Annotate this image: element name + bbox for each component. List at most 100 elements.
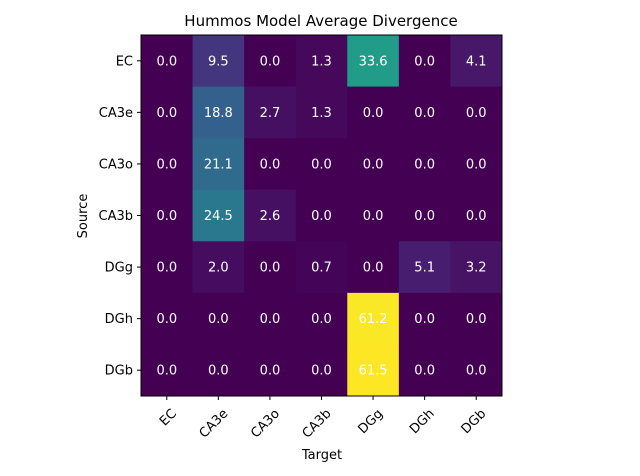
cell-value-label: 0.0 [414, 209, 435, 224]
heatmap-cells: 0.0 9.5 0.0 1.3 33.6 0.0 4.1 0.0 18.8 2.7 1.3 0.0 0.… [141, 35, 503, 397]
heatmap-cell [347, 292, 400, 345]
cell-value-label: 1.3 [311, 106, 332, 121]
cell-value-label: 0.7 [311, 261, 332, 276]
heatmap-cell [244, 35, 297, 88]
heatmap-cell [450, 35, 503, 88]
heatmap-cell [295, 86, 348, 139]
y-tick-label: DGb [105, 364, 133, 379]
cell-value-label: 0.0 [208, 312, 229, 327]
heatmap-cell [450, 86, 503, 139]
cell-value-label: 2.0 [208, 261, 229, 276]
heatmap-cell [347, 189, 400, 242]
heatmap-cell [398, 241, 451, 294]
heatmap-cell [398, 35, 451, 88]
y-tick-label: EC [116, 54, 133, 69]
cell-value-label: 0.0 [363, 106, 384, 121]
cell-value-label: 61.2 [359, 312, 388, 327]
y-tick-label: CA3o [99, 157, 133, 172]
heatmap-cell [398, 189, 451, 242]
heatmap-cell [450, 138, 503, 191]
heatmap-cell [347, 35, 400, 88]
cell-value-label: 0.0 [260, 364, 281, 379]
cell-value-label: 0.0 [414, 364, 435, 379]
heatmap-cell [347, 86, 400, 139]
cell-value-label: 21.1 [204, 157, 233, 172]
cell-value-label: 0.0 [311, 157, 332, 172]
cell-value-label: 0.0 [156, 312, 177, 327]
cell-value-label: 0.0 [466, 106, 487, 121]
cell-value-label: 0.0 [466, 209, 487, 224]
cell-value-label: 3.2 [466, 261, 487, 276]
cell-value-label: 0.0 [311, 364, 332, 379]
heatmap-cell [192, 189, 245, 242]
heatmap-cell [192, 138, 245, 191]
heatmap-cell [295, 344, 348, 397]
heatmap-cell [347, 241, 400, 294]
cell-value-label: 5.1 [414, 261, 435, 276]
heatmap-cell [295, 138, 348, 191]
heatmap-cell [141, 189, 194, 242]
x-tick-label: DGh [407, 406, 438, 437]
heatmap-cell [141, 344, 194, 397]
heatmap-cell [192, 344, 245, 397]
cell-value-label: 24.5 [204, 209, 233, 224]
heatmap-cell [244, 241, 297, 294]
x-tick-label: CA3o [248, 406, 283, 441]
cell-value-label: 0.0 [363, 209, 384, 224]
y-tick-label: CA3e [99, 106, 133, 121]
cell-value-label: 9.5 [208, 54, 229, 69]
cell-value-label: 0.0 [260, 157, 281, 172]
heatmap-cell [398, 344, 451, 397]
x-tick-label: CA3e [197, 406, 232, 441]
cell-value-label: 0.0 [311, 312, 332, 327]
cell-value-label: 0.0 [260, 54, 281, 69]
cell-value-label: 0.0 [156, 157, 177, 172]
heatmap-cell [244, 292, 297, 345]
cell-value-label: 0.0 [156, 364, 177, 379]
cell-value-label: 0.0 [260, 261, 281, 276]
heatmap-cell [244, 189, 297, 242]
cell-value-label: 33.6 [359, 54, 388, 69]
y-axis-ticks: EC CA3e CA3o CA3b DGg DGh DGb [99, 54, 141, 379]
cell-value-label: 0.0 [363, 157, 384, 172]
heatmap-cell [398, 86, 451, 139]
heatmap-cell [347, 344, 400, 397]
cell-value-label: 2.7 [260, 106, 281, 121]
heatmap-cell [398, 138, 451, 191]
cell-value-label: 0.0 [414, 54, 435, 69]
cell-value-label: 0.0 [156, 209, 177, 224]
cell-value-label: 0.0 [156, 106, 177, 121]
heatmap-cell [192, 86, 245, 139]
cell-value-label: 0.0 [466, 157, 487, 172]
heatmap-cell [141, 241, 194, 294]
heatmap-cell [141, 35, 194, 88]
cell-value-label: 1.3 [311, 54, 332, 69]
cell-value-label: 0.0 [311, 209, 332, 224]
heatmap-cell [141, 138, 194, 191]
heatmap-cell [450, 241, 503, 294]
cell-value-label: 2.6 [260, 209, 281, 224]
heatmap-cell [295, 35, 348, 88]
heatmap-cell [450, 189, 503, 242]
y-axis-label: Source [76, 194, 91, 239]
cell-value-label: 0.0 [260, 312, 281, 327]
cell-value-label: 0.0 [208, 364, 229, 379]
y-tick-label: CA3b [99, 209, 134, 224]
heatmap-cell [192, 241, 245, 294]
cell-value-label: 0.0 [156, 261, 177, 276]
cell-value-label: 0.0 [466, 312, 487, 327]
cell-value-label: 4.1 [466, 54, 487, 69]
cell-value-label: 0.0 [363, 261, 384, 276]
heatmap-cell [347, 138, 400, 191]
x-tick-label: DGg [355, 406, 386, 437]
cell-value-label: 18.8 [204, 106, 233, 121]
heatmap-cell [398, 292, 451, 345]
cell-value-label: 0.0 [414, 157, 435, 172]
x-axis-label: Target [301, 448, 342, 463]
heatmap-cell [141, 86, 194, 139]
heatmap-cell [192, 35, 245, 88]
y-tick-label: DGg [105, 261, 133, 276]
heatmap-cell [295, 292, 348, 345]
heatmap-cell [244, 86, 297, 139]
